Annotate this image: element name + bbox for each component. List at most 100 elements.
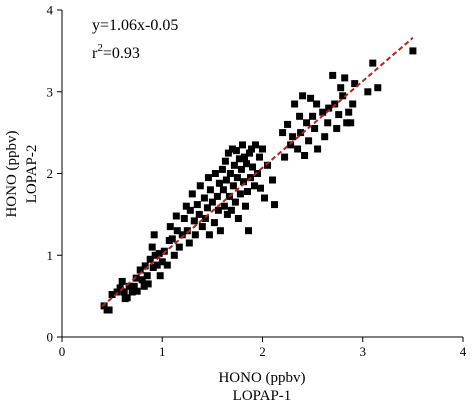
x-tick-label: 2 (259, 344, 266, 359)
data-point (297, 129, 305, 137)
data-point (148, 243, 156, 251)
data-point (289, 133, 297, 141)
data-point (311, 125, 319, 132)
data-point (120, 288, 128, 296)
data-point (156, 272, 164, 280)
data-point (279, 129, 287, 137)
data-point (314, 145, 322, 153)
data-point (245, 227, 252, 235)
data-point (140, 282, 148, 290)
data-point (261, 194, 268, 202)
y-tick-label: 1 (47, 248, 54, 263)
data-point (214, 206, 222, 214)
data-point (239, 141, 246, 149)
r-squared-superscript: 2 (97, 42, 103, 54)
data-point (230, 161, 238, 169)
data-point (351, 80, 359, 88)
data-point (183, 227, 191, 235)
data-point (329, 71, 337, 79)
data-point (369, 59, 377, 67)
y-axis-title-line2: LOPAP-2 (24, 145, 40, 204)
y-tick-label: 2 (47, 166, 54, 181)
data-point (108, 291, 116, 298)
data-point (234, 215, 242, 222)
data-point (205, 231, 213, 239)
data-point (158, 258, 166, 266)
data-point (337, 84, 345, 92)
r-squared-label: r2=0.93 (92, 42, 140, 62)
data-point (178, 231, 186, 239)
data-point (216, 227, 224, 235)
data-point (186, 206, 194, 214)
data-point (198, 223, 206, 231)
data-point (170, 251, 178, 259)
data-point (227, 206, 235, 214)
data-point (193, 201, 201, 209)
data-point (222, 176, 230, 184)
data-point (141, 262, 149, 270)
data-point (203, 204, 211, 212)
x-tick-label: 3 (360, 344, 367, 359)
data-point (125, 282, 133, 290)
data-point (287, 141, 295, 149)
x-tick-label: 4 (460, 344, 467, 359)
data-point (243, 160, 250, 168)
data-point (301, 152, 309, 159)
data-point (307, 94, 315, 102)
data-point (246, 149, 253, 157)
data-point (257, 184, 264, 192)
data-point (118, 277, 126, 285)
data-point (211, 170, 219, 177)
data-point (143, 272, 151, 280)
data-point (231, 198, 239, 206)
data-point (229, 182, 237, 190)
data-point (201, 215, 209, 222)
data-point (236, 190, 244, 198)
data-point (325, 104, 333, 112)
data-point (182, 202, 190, 210)
data-point (218, 165, 226, 173)
data-point (254, 170, 261, 177)
data-point (219, 186, 227, 194)
data-point (331, 100, 339, 108)
data-point (232, 147, 240, 155)
data-point (237, 165, 245, 173)
data-point (150, 231, 158, 239)
data-point (226, 170, 234, 177)
x-tick-label: 1 (159, 344, 166, 359)
data-point (168, 235, 176, 243)
data-point (233, 174, 241, 182)
data-point (319, 108, 327, 116)
data-point (153, 261, 161, 269)
y-tick-label: 3 (47, 84, 54, 99)
ticks: 0 1 2 3 4 0 1 2 3 4 (47, 3, 467, 360)
data-point (339, 92, 347, 100)
data-point (221, 157, 229, 165)
data-point (244, 188, 251, 195)
data-point (341, 74, 349, 82)
data-point (128, 288, 136, 296)
data-point (364, 88, 372, 96)
r-squared-prefix: r (92, 45, 98, 62)
data-point (259, 145, 266, 153)
data-point (180, 215, 188, 222)
data-point (195, 210, 203, 218)
y-tick-label: 0 (47, 330, 54, 345)
data-point (116, 284, 124, 292)
data-point (155, 250, 163, 258)
regression-line (101, 37, 414, 308)
data-point (343, 119, 351, 127)
data-point (249, 163, 256, 171)
data-point (235, 155, 243, 163)
data-point (138, 276, 146, 284)
data-point (163, 261, 171, 269)
data-point (113, 288, 121, 296)
data-point (144, 280, 152, 288)
data-point (191, 231, 199, 239)
data-point (223, 210, 231, 218)
data-point (291, 100, 299, 108)
data-point (256, 153, 263, 161)
data-point (220, 202, 228, 210)
data-point (190, 217, 198, 225)
